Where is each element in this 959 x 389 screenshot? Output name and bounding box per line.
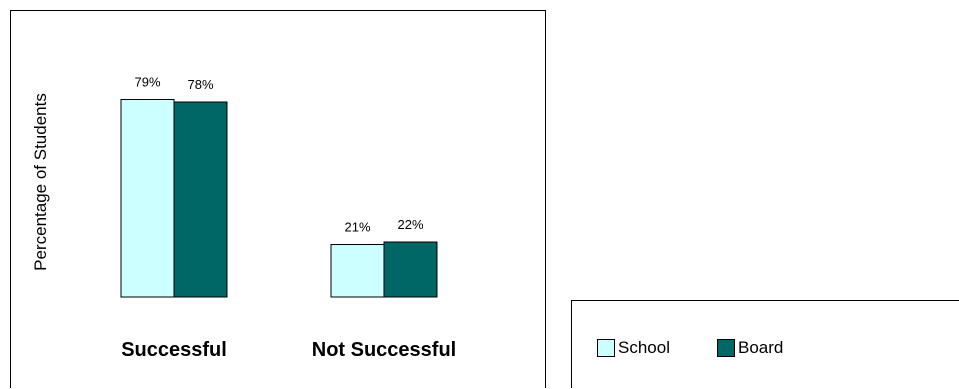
legend-label-board: Board (738, 338, 784, 357)
bar-board-not-successful (383, 241, 438, 298)
data-label-school-successful: 79% (134, 75, 160, 90)
legend-item-school: School (597, 338, 670, 358)
legend: School Board (571, 300, 959, 388)
chart-svg: Percentage of Students 79% 78% Successful 2… (31, 75, 456, 362)
category-label-successful: Successful (121, 339, 227, 361)
y-axis-label: Percentage of Students (31, 93, 50, 271)
legend-swatch-board (717, 339, 735, 357)
data-label-school-not-successful: 21% (344, 220, 370, 235)
legend-swatch-school (597, 339, 615, 357)
category-label-not-successful: Not Successful (312, 339, 456, 361)
data-label-board-successful: 78% (187, 77, 213, 92)
chart-panel: Percentage of Students 79% 78% Successful 2… (10, 10, 546, 388)
bar-board-successful (173, 101, 228, 298)
data-label-board-not-successful: 22% (397, 217, 423, 232)
bar-school-successful (120, 99, 175, 298)
legend-label-school: School (618, 338, 670, 357)
bar-school-not-successful (330, 244, 385, 298)
legend-item-board: Board (717, 338, 783, 358)
